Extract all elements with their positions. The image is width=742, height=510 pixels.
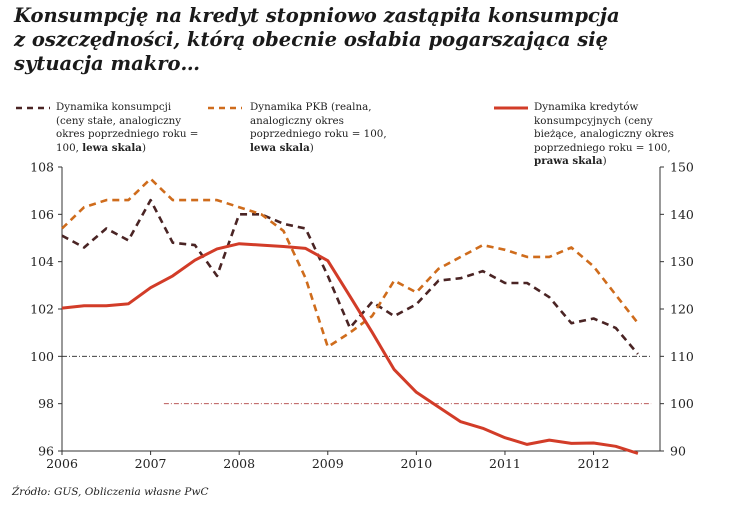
- x-tick-label: 2009: [312, 456, 344, 471]
- legend-item-consumption: Dynamika konsumpcji (ceny stałe, analogi…: [16, 101, 200, 161]
- chart-title: Konsumpcję na kredyt stopniowo zastąpiła…: [14, 4, 730, 76]
- legend-item-credit: Dynamika kredytów konsumpcyjnych (ceny b…: [486, 101, 686, 173]
- legend-consumption-line-4: 100,: [56, 141, 83, 154]
- left-tick-label: 108: [30, 160, 54, 175]
- legend-swatch-consumption: [16, 106, 50, 110]
- title-line-1: Konsumpcję na kredyt stopniowo zastąpiła…: [14, 4, 620, 27]
- legend-swatch-credit: [494, 106, 528, 110]
- reference-lines: [62, 355, 652, 405]
- right-tick-label: 110: [670, 349, 694, 364]
- left-tick-label: 106: [30, 207, 54, 222]
- series-line-consumption: [61, 198, 639, 355]
- right-tick-label: 100: [670, 396, 694, 411]
- legend-credit-line-4: poprzedniego roku = 100,: [534, 141, 671, 154]
- left-tick-label: 104: [30, 254, 54, 269]
- legend-credit-line-3: bieżące, analogiczny okres: [534, 128, 674, 141]
- chart-series: [61, 177, 639, 455]
- right-tick-label: 140: [670, 207, 694, 222]
- legend-swatch-gdp: [208, 106, 242, 110]
- right-tick-label: 90: [670, 444, 686, 459]
- legend-credit-close: ): [602, 155, 607, 168]
- legend-consumption-line-2: (ceny stałe, analogiczny: [56, 114, 182, 127]
- legend-gdp-line-3: poprzedniego roku = 100,: [250, 128, 387, 141]
- title-line-2: z oszczędności, którą obecnie osłabia po…: [14, 28, 609, 51]
- right-tick-label: 150: [670, 160, 694, 175]
- right-tick-label: 120: [670, 302, 694, 317]
- legend-consumption-line-3: okres poprzedniego roku =: [56, 128, 199, 141]
- legend-gdp-line-1: Dynamika PKB (realna,: [250, 101, 372, 113]
- legend-gdp-scale: lewa skala: [250, 141, 310, 154]
- x-tick-label: 2007: [135, 456, 167, 471]
- x-tick-label: 2006: [46, 456, 78, 471]
- legend-gdp-close: ): [309, 141, 314, 154]
- x-tick-label: 2012: [578, 456, 610, 471]
- title-line-3: sytuacja makro…: [14, 52, 201, 75]
- right-tick-label: 130: [670, 254, 694, 269]
- series-line-consumer-credit: [61, 242, 639, 455]
- left-tick-label: 98: [38, 396, 54, 411]
- legend-gdp-line-2: analogiczny okres: [250, 114, 344, 127]
- x-tick-label: 2008: [223, 456, 255, 471]
- legend-consumption-scale: lewa skala: [82, 141, 142, 154]
- left-tick-label: 96: [38, 444, 54, 459]
- legend-item-gdp: Dynamika PKB (realna, analogiczny okres …: [208, 101, 392, 161]
- legend-credit-line-1: Dynamika kredytów: [534, 101, 639, 113]
- left-tick-label: 102: [30, 302, 54, 317]
- legend-consumption-line-1: Dynamika konsumpcji: [56, 101, 172, 113]
- legend-credit-line-2: konsumpcyjnych (ceny: [534, 114, 653, 127]
- x-tick-label: 2010: [400, 456, 432, 471]
- source-note: Źródło: GUS, Obliczenia własne PwC: [12, 486, 209, 498]
- legend-consumption-close: ): [141, 141, 147, 154]
- left-tick-label: 100: [30, 349, 54, 364]
- legend-credit-scale: prawa skala: [534, 155, 603, 168]
- chart-axes: 96 98 100 102 104 106 108 90 100 110 120 130 140 150 2…: [30, 160, 694, 472]
- x-tick-label: 2011: [489, 456, 521, 471]
